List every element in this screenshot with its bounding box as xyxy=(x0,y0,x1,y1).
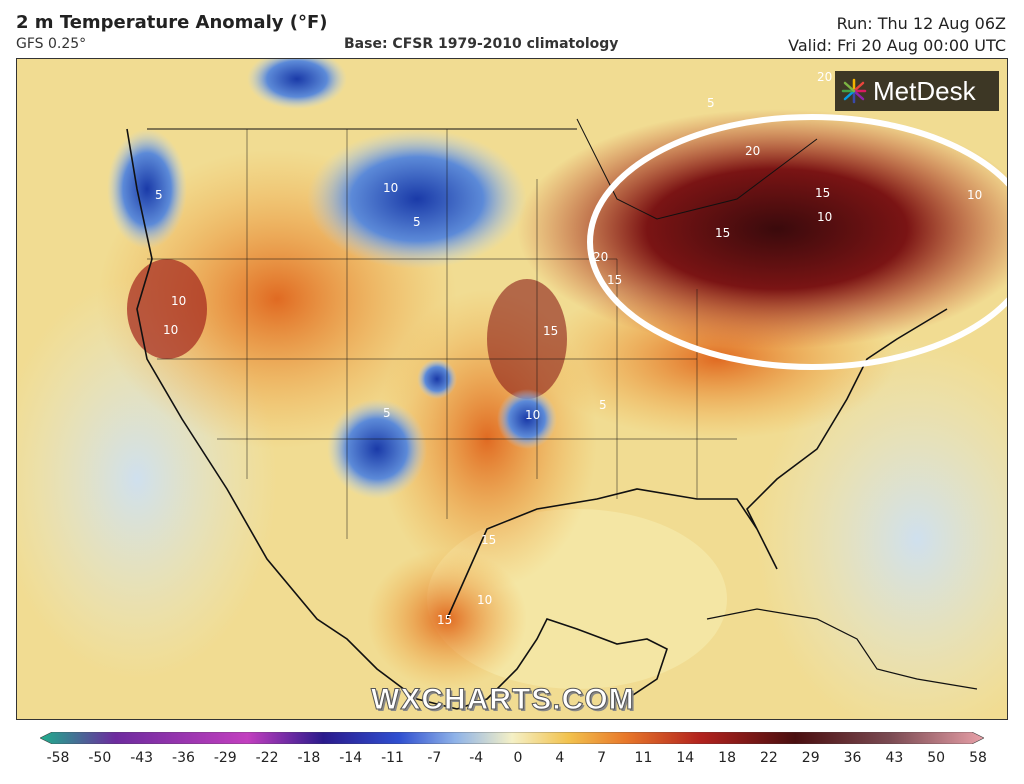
canada-cold-area xyxy=(247,59,347,109)
map-title: 2 m Temperature Anomaly (°F) xyxy=(16,12,328,33)
contour-label: 10 xyxy=(163,323,178,337)
legend-tick-label: -43 xyxy=(130,750,154,766)
contour-label: 5 xyxy=(155,188,163,202)
northeast-hot-area xyxy=(517,109,1007,349)
valid-time-label: Valid: Fri 20 Aug 00:00 UTC xyxy=(788,36,1006,55)
chart-header: 2 m Temperature Anomaly (°F) GFS 0.25° B… xyxy=(0,0,1024,58)
legend-tick-label: -14 xyxy=(339,750,363,766)
midwest-hot-spot xyxy=(487,279,567,399)
legend-tick-label: 4 xyxy=(555,750,565,766)
contour-label: 10 xyxy=(967,188,982,202)
california-hot-spot xyxy=(127,259,207,359)
legend-ticks: -58 -50 -43 -36 -29 -22 -18 -14 -11 -7 -4 0 4 7 11 14 18… xyxy=(47,750,987,770)
metdesk-burst-icon xyxy=(841,78,867,104)
legend-tick-label: -22 xyxy=(255,750,279,766)
legend-tick-label: -7 xyxy=(427,750,442,766)
atlantic-cool-area xyxy=(757,339,1007,719)
contour-label: 10 xyxy=(383,181,398,195)
metdesk-logo-text: MetDesk xyxy=(873,75,976,106)
legend-tick-label: -4 xyxy=(469,750,484,766)
anomaly-map[interactable]: 20 5 20 15 10 15 15 20 15 15 5 10 10 15 … xyxy=(16,58,1008,720)
legend-tick-label: 29 xyxy=(801,750,820,766)
contour-label: 15 xyxy=(481,533,496,547)
legend-tick-label: -36 xyxy=(172,750,195,766)
contour-label: 5 xyxy=(599,398,607,412)
climatology-base-label: Base: CFSR 1979-2010 climatology xyxy=(344,36,619,52)
wxcharts-watermark: WXCHARTS.COM xyxy=(371,683,635,717)
gulf-east-coastline xyxy=(446,308,948,620)
contour-label: 15 xyxy=(715,226,730,240)
legend-tick-label: 0 xyxy=(513,750,523,766)
legend-tick-label: -18 xyxy=(297,750,321,766)
legend-tick-label: 36 xyxy=(843,750,862,766)
legend-tick-label: -29 xyxy=(213,750,237,766)
legend-tick-label: 7 xyxy=(597,750,607,766)
legend-tick-label: 11 xyxy=(634,750,653,766)
contour-label: 10 xyxy=(525,408,540,422)
model-label: GFS 0.25° xyxy=(16,36,87,52)
contour-label: 15 xyxy=(815,186,830,200)
metdesk-logo: MetDesk xyxy=(835,71,999,111)
southwest-cold-area xyxy=(327,399,427,499)
legend-tick-label: -50 xyxy=(88,750,112,766)
contour-label: 15 xyxy=(607,273,622,287)
contour-label: 20 xyxy=(745,144,760,158)
color-legend: -58 -50 -43 -36 -29 -22 -18 -14 -11 -7 -4 0 4 7 11 14 18… xyxy=(30,728,994,778)
contour-labels: 20 5 20 15 10 15 15 20 15 15 5 10 10 15 … xyxy=(155,70,982,627)
north-plains-cold-area xyxy=(307,129,527,269)
contour-label: 5 xyxy=(413,215,421,229)
texas-cold-spot xyxy=(497,389,557,449)
contour-label: 20 xyxy=(817,70,832,84)
legend-tick-label: 50 xyxy=(927,750,946,766)
legend-tick-label: 18 xyxy=(718,750,736,766)
state-boundaries xyxy=(246,129,698,539)
legend-tick-label: 22 xyxy=(759,750,778,766)
run-time-label: Run: Thu 12 Aug 06Z xyxy=(836,14,1006,33)
contour-label: 10 xyxy=(817,210,832,224)
contour-label: 20 xyxy=(593,250,608,264)
oklahoma-cold-spot xyxy=(417,359,457,399)
contour-label: 5 xyxy=(383,406,391,420)
canada-boundary xyxy=(576,118,818,220)
contour-label: 15 xyxy=(437,613,452,627)
legend-tick-label: -58 xyxy=(46,750,70,766)
mexico-coastline xyxy=(456,618,668,710)
contour-label: 5 xyxy=(707,96,715,110)
legend-tick-label: 43 xyxy=(885,750,904,766)
state-boundaries-horizontal xyxy=(147,258,737,440)
contour-label: 15 xyxy=(543,324,558,338)
pnw-cold-area xyxy=(107,129,187,249)
legend-tick-label: 14 xyxy=(676,750,695,766)
highlight-ellipse xyxy=(587,114,1007,370)
map-canvas: 20 5 20 15 10 15 15 20 15 15 5 10 10 15 … xyxy=(17,59,1007,719)
caribbean-islands xyxy=(706,608,978,690)
contour-label: 10 xyxy=(477,593,492,607)
legend-colorbar xyxy=(40,732,984,744)
legend-tick-label: -11 xyxy=(381,750,404,766)
legend-tick-label: 58 xyxy=(969,750,987,766)
contour-label: 10 xyxy=(171,294,186,308)
